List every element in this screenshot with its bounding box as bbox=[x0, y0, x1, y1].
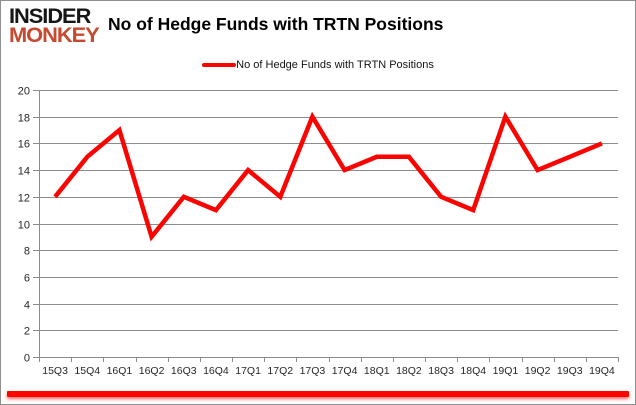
x-axis-tick-label: 19Q2 bbox=[525, 365, 551, 377]
chart-title: No of Hedge Funds with TRTN Positions bbox=[108, 14, 444, 34]
logo-word-monkey: MONKEY bbox=[9, 24, 100, 47]
y-axis-tick-label: 12 bbox=[18, 193, 30, 205]
x-axis-tick-label: 16Q3 bbox=[171, 365, 197, 377]
x-axis-tick-label: 15Q3 bbox=[42, 365, 68, 377]
y-axis-tick-label: 10 bbox=[18, 220, 30, 232]
y-axis-tick-label: 18 bbox=[18, 113, 30, 125]
x-axis-tick-label: 18Q2 bbox=[396, 365, 422, 377]
y-axis-tick-label: 6 bbox=[24, 273, 30, 285]
x-axis-tick-label: 19Q4 bbox=[589, 365, 615, 377]
x-axis-tick-label: 15Q4 bbox=[74, 365, 100, 377]
x-axis-tick-label: 16Q2 bbox=[139, 365, 165, 377]
legend-line-swatch-icon bbox=[202, 63, 237, 67]
y-axis-tick-label: 14 bbox=[18, 166, 30, 178]
y-axis-tick-label: 0 bbox=[24, 353, 30, 365]
bottom-accent-bar bbox=[7, 391, 629, 397]
legend-label: No of Hedge Funds with TRTN Positions bbox=[236, 59, 434, 71]
x-axis-tick-label: 17Q4 bbox=[332, 365, 358, 377]
chart-legend: No of Hedge Funds with TRTN Positions bbox=[1, 58, 635, 72]
logo-word-insider: INSIDER bbox=[9, 5, 91, 28]
x-axis-tick-label: 19Q3 bbox=[557, 365, 583, 377]
x-axis-tick-label: 17Q2 bbox=[267, 365, 293, 377]
x-axis-tick-label: 18Q1 bbox=[364, 365, 390, 377]
x-axis-tick-label: 17Q3 bbox=[300, 365, 326, 377]
x-axis-tick-label: 18Q4 bbox=[460, 365, 486, 377]
y-axis-tick-label: 16 bbox=[18, 139, 30, 151]
x-axis-tick-label: 16Q4 bbox=[203, 365, 229, 377]
insider-monkey-logo: INSIDER MONKEY bbox=[9, 6, 107, 47]
series-line bbox=[53, 111, 603, 242]
y-axis-tick-label: 4 bbox=[24, 300, 30, 312]
y-axis-tick-label: 8 bbox=[24, 246, 30, 258]
x-axis-tick-label: 17Q1 bbox=[235, 365, 261, 377]
y-axis-tick-label: 2 bbox=[24, 326, 30, 338]
x-axis-tick-label: 18Q3 bbox=[428, 365, 454, 377]
x-axis-tick-label: 19Q1 bbox=[493, 365, 519, 377]
y-axis-tick-label: 20 bbox=[18, 86, 30, 98]
x-axis-tick-label: 16Q1 bbox=[107, 365, 133, 377]
